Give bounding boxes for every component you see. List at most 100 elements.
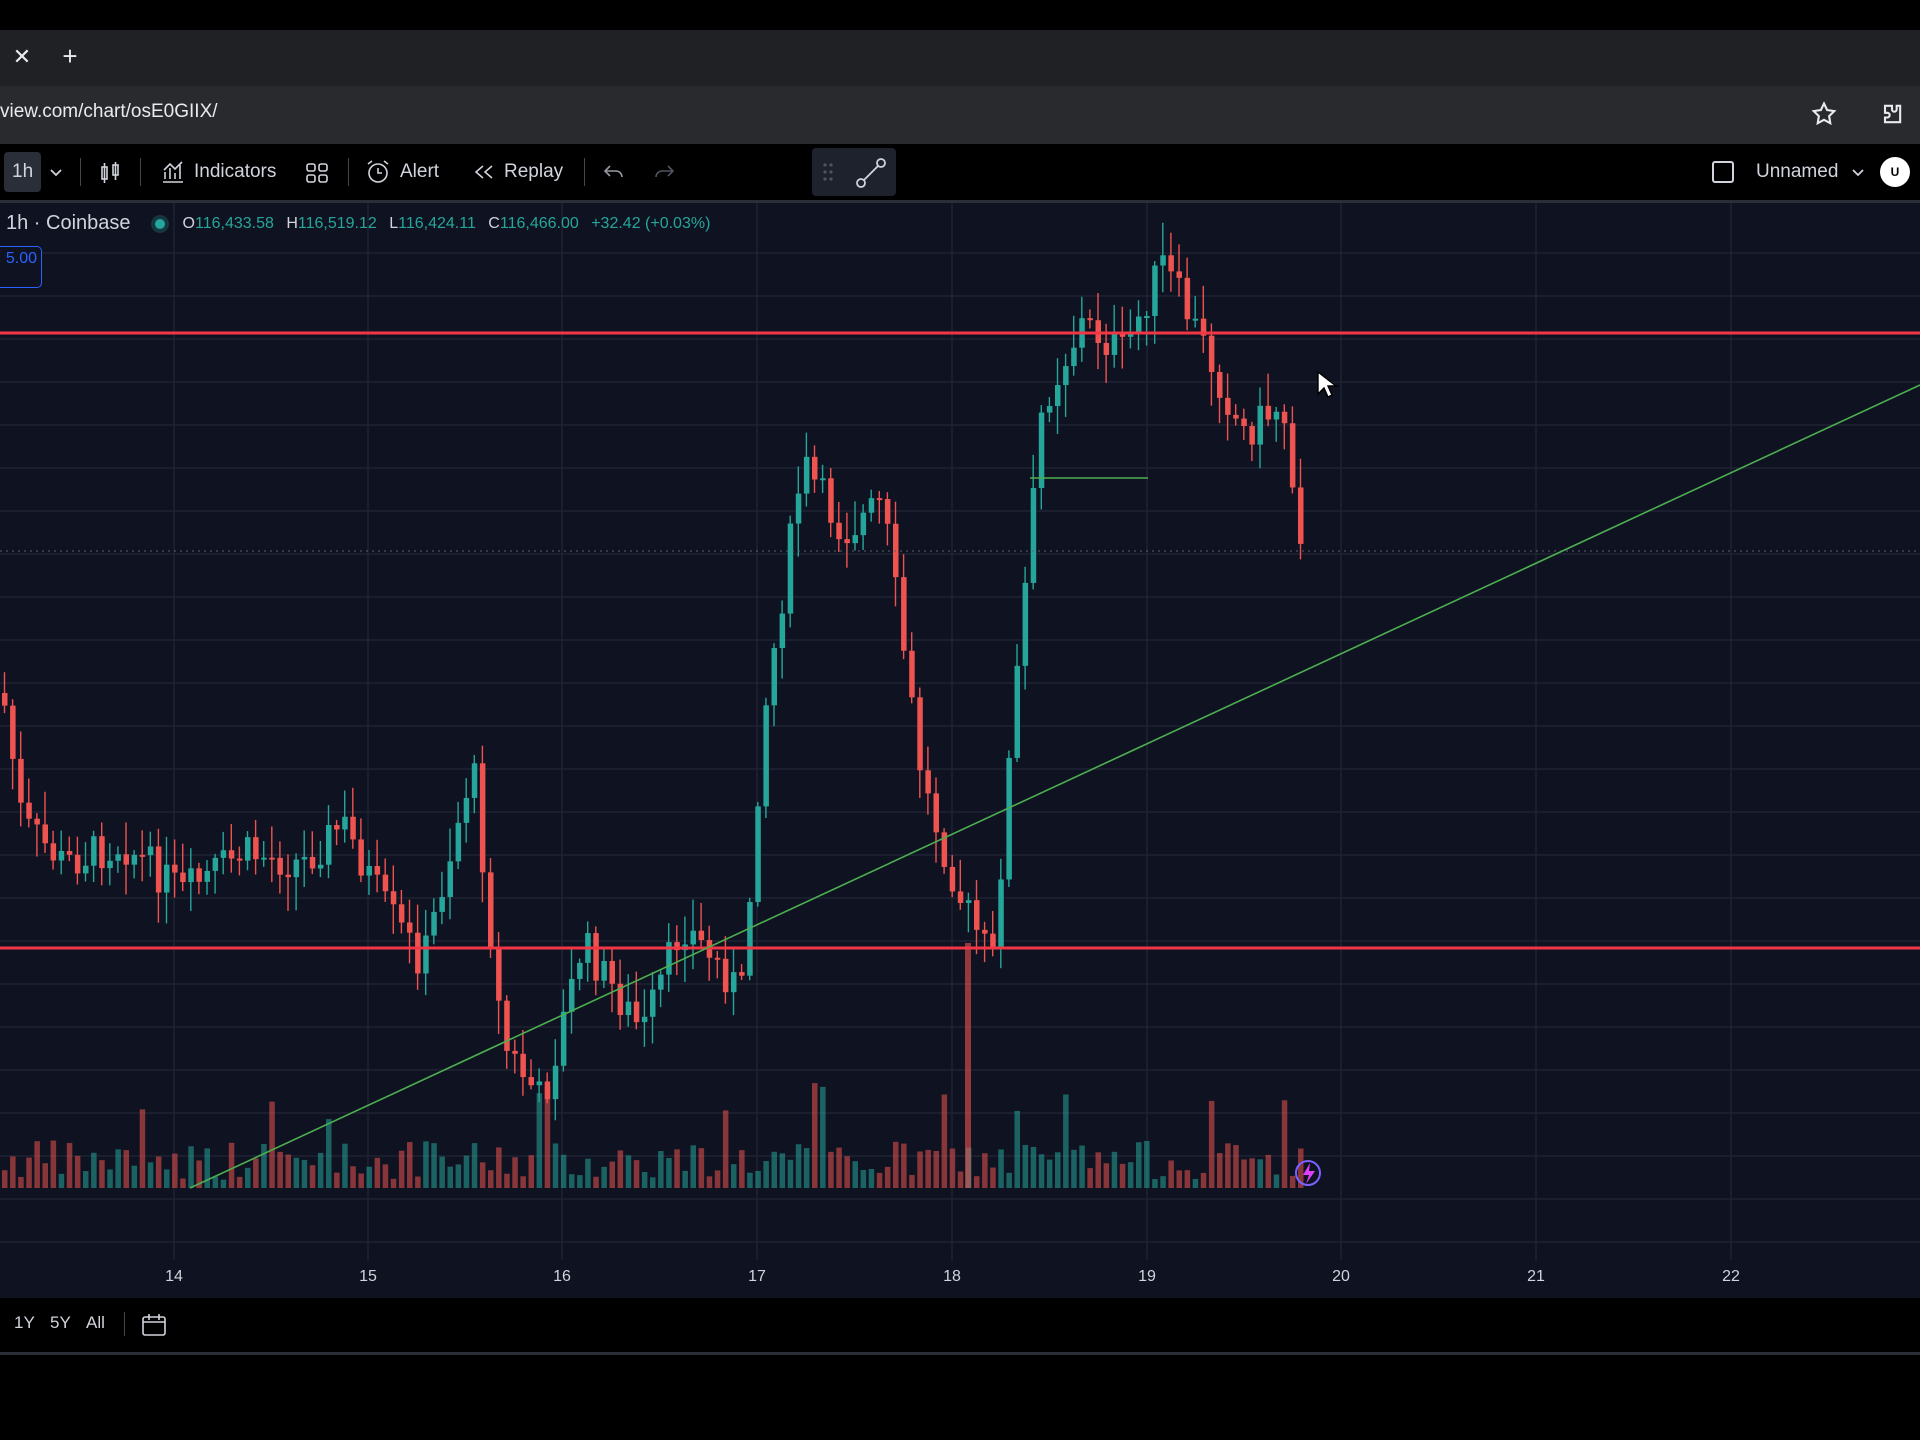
range-all-button[interactable]: All	[86, 1313, 105, 1332]
calendar-icon[interactable]	[140, 1312, 168, 1338]
volume-bar	[852, 1161, 858, 1188]
volume-bar	[763, 1161, 769, 1188]
volume-bar	[552, 1143, 559, 1188]
candle-body	[293, 859, 300, 878]
candle-body	[1014, 665, 1020, 758]
volume-bar	[1006, 1172, 1012, 1188]
volume-bar	[974, 1176, 980, 1188]
alert-button[interactable]: Alert	[364, 152, 439, 192]
volume-bar	[836, 1147, 842, 1188]
volume-bar	[431, 1143, 437, 1188]
candle-body	[107, 860, 113, 869]
volume-bar	[1249, 1158, 1255, 1188]
candle-body	[901, 577, 907, 651]
new-tab-button[interactable]: +	[62, 41, 78, 71]
volume-bar	[998, 1149, 1004, 1188]
high-label: H	[286, 214, 298, 232]
candle-body	[1006, 757, 1012, 880]
price-chart[interactable]	[0, 203, 1920, 1298]
layout-name-button[interactable]: Unnamed	[1756, 152, 1838, 192]
volume-bar	[876, 1172, 883, 1188]
candle-body	[1184, 277, 1191, 320]
candle-body	[747, 901, 753, 976]
candle-body	[139, 854, 146, 857]
url-field[interactable]: view.com/chart/osE0GIIX/	[0, 101, 218, 122]
candle-body	[528, 1077, 534, 1086]
candle-body	[1241, 418, 1247, 427]
candle-body	[91, 836, 97, 866]
volume-bar	[1192, 1178, 1199, 1188]
replay-button[interactable]: Replay	[472, 152, 563, 192]
trend-line-tool-icon[interactable]	[854, 156, 888, 190]
mouse-cursor-icon	[1317, 370, 1338, 398]
candle-style-icon[interactable]	[98, 160, 122, 186]
volume-bar	[1046, 1159, 1053, 1188]
volume-bar	[374, 1157, 381, 1188]
symbol-label: 1h · Coinbase	[6, 212, 131, 234]
templates-grid-icon[interactable]	[304, 160, 330, 186]
range-5y-button[interactable]: 5Y	[50, 1313, 71, 1332]
trend-line	[189, 384, 1920, 1189]
chevron-down-icon[interactable]	[1850, 162, 1866, 182]
volume-bar	[415, 1176, 421, 1188]
indicators-button[interactable]: Indicators	[160, 152, 276, 192]
candle-body	[164, 864, 170, 893]
volume-bar	[1071, 1149, 1077, 1188]
candle-body	[641, 1016, 648, 1023]
volume-bar	[1038, 1154, 1045, 1188]
candle-body	[488, 872, 494, 947]
volume-bar	[957, 1171, 964, 1188]
volume-bar	[844, 1156, 850, 1188]
volume-bar	[666, 1158, 672, 1188]
rewind-icon	[474, 165, 493, 179]
bookmark-star-icon[interactable]	[1810, 100, 1838, 128]
volume-bar	[569, 1174, 575, 1188]
chevron-down-icon[interactable]	[48, 162, 64, 182]
extensions-icon[interactable]	[1878, 100, 1906, 128]
drag-handle-icon[interactable]	[820, 160, 836, 184]
candle-body	[261, 857, 267, 860]
volume-bar	[909, 1175, 915, 1188]
candle-body	[836, 522, 842, 540]
volume-bar	[941, 1094, 948, 1188]
time-axis-label: 20	[1332, 1268, 1350, 1285]
volume-bar	[1160, 1176, 1166, 1188]
chart-pane[interactable]	[0, 203, 1920, 1298]
volume-bar	[1119, 1163, 1126, 1188]
range-1y-button[interactable]: 1Y	[14, 1313, 35, 1332]
volume-bar	[1241, 1159, 1247, 1188]
volume-bar	[714, 1170, 721, 1188]
candle-body	[771, 648, 777, 706]
volume-bar	[180, 1178, 186, 1188]
volume-bar	[1281, 1100, 1288, 1188]
volume-bar	[42, 1163, 48, 1188]
volume-bar	[66, 1142, 73, 1188]
candle-body	[844, 539, 850, 544]
candle-body	[884, 498, 891, 524]
fullscreen-square-icon[interactable]	[1712, 161, 1734, 183]
candle-body	[34, 818, 40, 825]
volume-bar	[601, 1166, 607, 1188]
volume-bar	[342, 1143, 348, 1188]
candle-body	[504, 1000, 510, 1051]
volume-bar	[1030, 1146, 1037, 1188]
volume-bar	[107, 1169, 113, 1188]
tab-close-button[interactable]: ✕	[12, 44, 32, 69]
candle-body	[1022, 582, 1029, 666]
volume-bar	[293, 1157, 300, 1188]
price-tag[interactable]: 5.00	[0, 246, 42, 288]
candle-body	[949, 866, 956, 892]
volume-bar	[366, 1166, 372, 1188]
volume-bar	[463, 1155, 470, 1188]
candle-body	[342, 816, 348, 830]
volume-bar	[690, 1145, 696, 1188]
interval-button[interactable]: 1h	[4, 152, 42, 192]
volume-bar	[1208, 1100, 1215, 1188]
undo-icon[interactable]	[602, 160, 626, 184]
volume-bar	[820, 1086, 826, 1188]
candle-body	[180, 872, 186, 883]
redo-icon[interactable]	[652, 160, 676, 184]
user-avatar[interactable]: U	[1880, 157, 1910, 187]
volume-bar	[1144, 1141, 1150, 1188]
candle-body	[569, 978, 575, 1012]
